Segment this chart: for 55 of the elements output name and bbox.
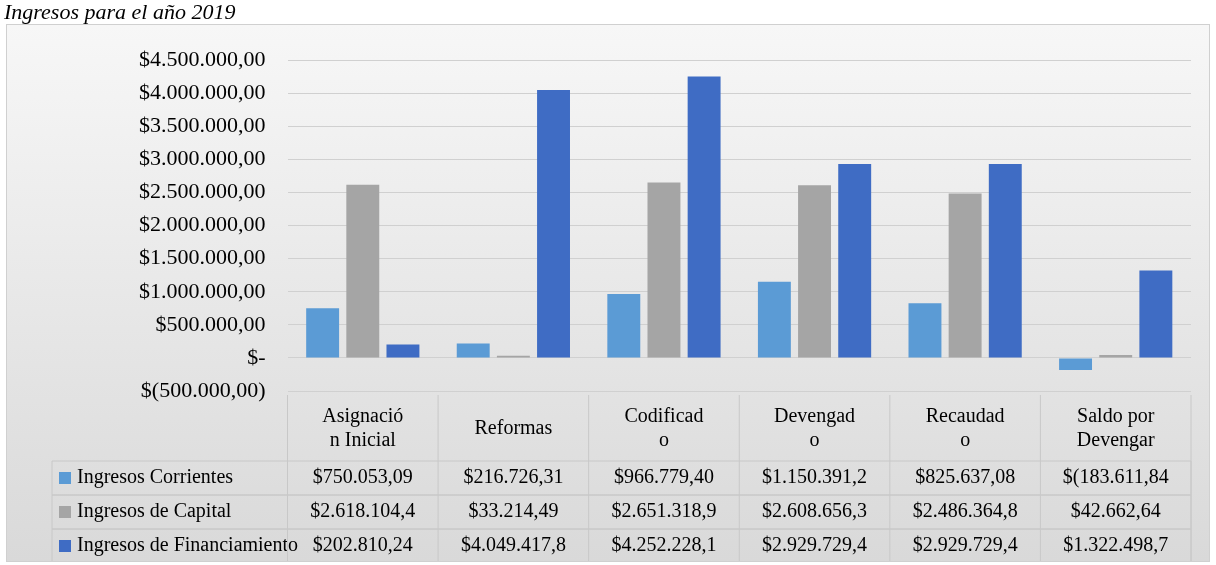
y-tick-label: $4.000.000,00	[139, 79, 266, 105]
x-tick-label: Saldo por Devengar	[1076, 404, 1155, 452]
legend-label: Ingresos de Financiamiento	[77, 533, 299, 557]
data-label: $750.053,09	[312, 465, 413, 488]
bar	[306, 308, 340, 358]
y-tick-label: $2.500.000,00	[139, 178, 266, 204]
y-tick-label: $2.000.000,00	[139, 211, 266, 237]
x-tick-label: Codificado	[624, 404, 704, 451]
legend-label: Ingresos de Capital	[77, 499, 232, 523]
data-label: $42.662,64	[1070, 499, 1161, 522]
data-label: $4.049.417,8	[460, 533, 566, 556]
data-label: $4.252.228,1	[611, 533, 717, 556]
bar	[988, 164, 1022, 358]
y-tick-label: $3.500.000,00	[139, 112, 266, 138]
y-tick-label: $1.000.000,00	[139, 277, 266, 303]
bar	[346, 184, 380, 358]
bar	[1139, 270, 1173, 358]
data-label: $2.486.364,8	[912, 499, 1018, 522]
bar	[908, 303, 942, 358]
bar	[386, 344, 420, 358]
bar	[1059, 358, 1093, 371]
bar	[687, 76, 721, 358]
data-label: $1.322.498,7	[1063, 533, 1169, 556]
x-tick-label: Recaudado	[925, 404, 1005, 451]
data-label: $(183.611,84	[1062, 465, 1169, 489]
data-label: $2.651.318,9	[611, 499, 717, 522]
y-tick-label: $500.000,00	[155, 310, 266, 336]
data-label: $2.929.729,4	[762, 533, 868, 556]
x-tick-label: Asignación Inicial	[322, 404, 404, 451]
data-label: $2.929.729,4	[912, 533, 1018, 556]
data-label: $202.810,24	[312, 533, 413, 556]
data-label: $1.150.391,2	[762, 465, 868, 488]
y-tick-label: $3.000.000,00	[139, 145, 266, 171]
bar	[948, 193, 982, 358]
bar	[838, 164, 872, 358]
data-label: $825.637,08	[915, 465, 1016, 488]
y-tick-label: $-	[247, 343, 266, 369]
y-tick-label: $4.500.000,00	[139, 45, 266, 71]
bar	[537, 90, 570, 358]
y-tick-label: $(500.000,00)	[140, 376, 266, 402]
bar	[456, 343, 490, 358]
x-tick-label: Reformas	[474, 416, 553, 439]
bar	[757, 281, 791, 358]
legend-label: Ingresos Corrientes	[77, 465, 234, 489]
x-tick-label: Devengado	[774, 404, 856, 451]
bar	[647, 182, 681, 358]
data-label: $966.779,40	[613, 465, 714, 488]
data-label: $2.608.656,3	[762, 499, 868, 522]
data-label: $2.618.104,4	[310, 499, 416, 522]
data-label: $216.726,31	[463, 465, 564, 488]
data-label: $33.214,49	[468, 499, 559, 522]
y-tick-label: $1.500.000,00	[139, 244, 266, 270]
bar	[798, 185, 832, 358]
bar	[607, 293, 641, 358]
chart-title: Ingresos para el año 2019	[3, 0, 237, 24]
